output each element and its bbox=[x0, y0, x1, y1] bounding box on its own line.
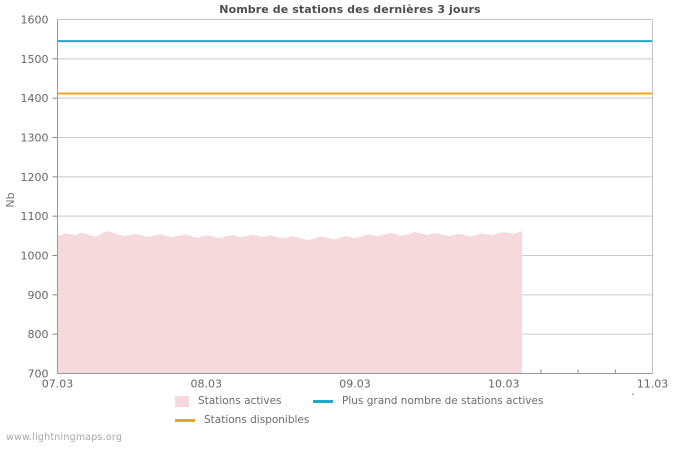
plot-frame bbox=[57, 19, 653, 374]
x-axis-labels: 07.03 08.03 09.03 10.03 11.03 bbox=[42, 378, 669, 391]
y-axis-labels: 700 800 900 1000 1100 1200 1300 1400 1500 1600 bbox=[21, 14, 49, 381]
legend-item-plus-grand-nombre[interactable]: Plus grand nombre de stations actives bbox=[313, 393, 543, 409]
svg-text:10.03: 10.03 bbox=[488, 378, 520, 391]
svg-text:1200: 1200 bbox=[21, 171, 49, 184]
svg-text:07.03: 07.03 bbox=[42, 378, 74, 391]
legend-item-stations-actives[interactable]: Stations actives bbox=[175, 393, 282, 409]
legend-swatch-stations-actives bbox=[175, 395, 189, 407]
svg-text:1400: 1400 bbox=[21, 92, 49, 105]
svg-text:11.03: 11.03 bbox=[637, 378, 669, 391]
series-stations-actives bbox=[57, 231, 523, 374]
legend-label-plus-grand-nombre: Plus grand nombre de stations actives bbox=[342, 395, 544, 407]
legend-label-stations-disponibles: Stations disponibles bbox=[204, 414, 310, 426]
chart-plot: 700 800 900 1000 1100 1200 1300 1400 1500 1600 07… bbox=[4, 14, 669, 396]
svg-text:900: 900 bbox=[28, 289, 49, 302]
svg-text:08.03: 08.03 bbox=[191, 378, 223, 391]
svg-text:1500: 1500 bbox=[21, 53, 49, 66]
chart-title: Nombre de stations des dernières 3 jours bbox=[219, 3, 481, 16]
svg-text:1300: 1300 bbox=[21, 132, 49, 145]
chart-legend: Stations actives Plus grand nombre de st… bbox=[0, 393, 700, 433]
svg-text:09.03: 09.03 bbox=[339, 378, 371, 391]
legend-swatch-stations-disponibles bbox=[175, 418, 195, 422]
watermark: www.lightningmaps.org bbox=[6, 432, 123, 443]
y-axis-ticks bbox=[52, 58, 58, 335]
svg-text:1600: 1600 bbox=[21, 14, 49, 27]
svg-text:1000: 1000 bbox=[21, 250, 49, 263]
x-axis-title: Jour bbox=[630, 392, 653, 396]
legend-swatch-plus-grand-nombre bbox=[313, 399, 333, 403]
svg-text:700: 700 bbox=[28, 368, 49, 381]
legend-item-stations-disponibles[interactable]: Stations disponibles bbox=[175, 412, 309, 428]
svg-text:1100: 1100 bbox=[21, 210, 49, 223]
legend-label-stations-actives: Stations actives bbox=[198, 395, 282, 407]
y-axis-title: Nb bbox=[4, 192, 17, 207]
svg-text:800: 800 bbox=[28, 328, 49, 341]
